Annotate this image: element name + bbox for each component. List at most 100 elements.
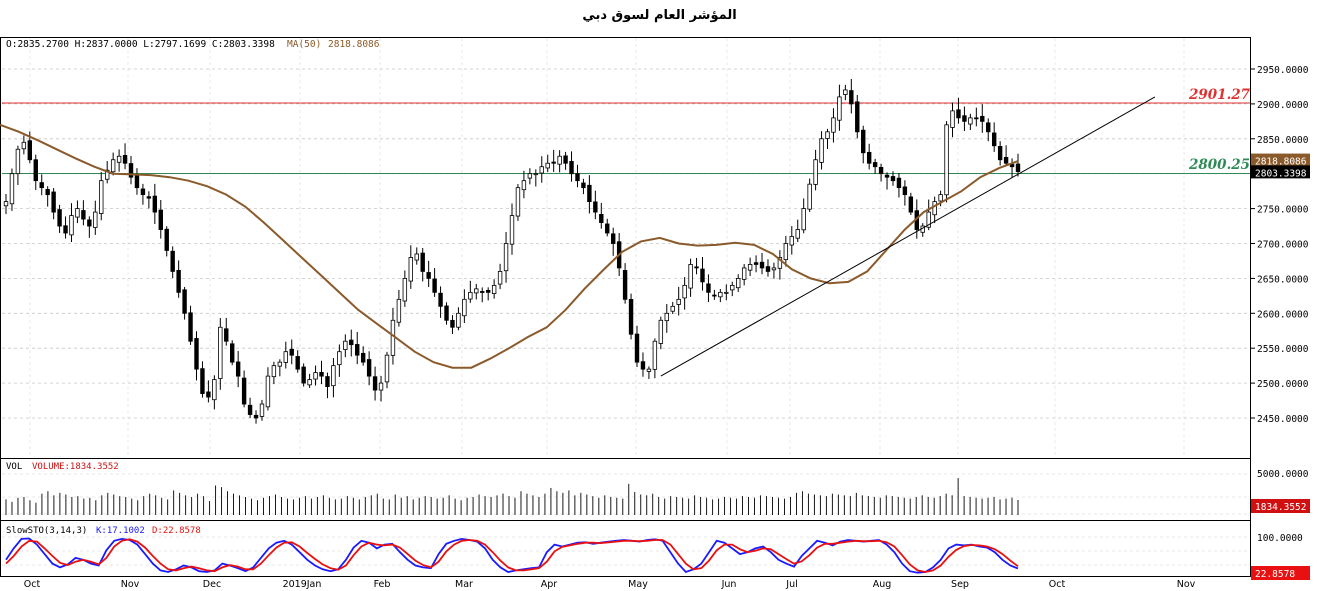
x-tick-label: Apr	[541, 579, 558, 590]
stoch-d-line	[5, 538, 1019, 573]
candle	[116, 149, 122, 172]
candle	[682, 277, 687, 310]
candle	[337, 344, 342, 377]
candle	[188, 305, 193, 345]
candle	[146, 191, 152, 209]
candle	[872, 158, 878, 174]
candle	[355, 331, 360, 365]
candle	[474, 283, 479, 300]
candle	[235, 351, 241, 388]
candle	[158, 199, 163, 239]
candle	[741, 264, 747, 286]
candle	[545, 154, 550, 173]
x-tick-label: Sep	[951, 579, 969, 590]
candle	[986, 118, 991, 142]
candle	[277, 359, 283, 377]
candle	[718, 289, 723, 303]
candle	[611, 227, 616, 256]
candle	[849, 78, 854, 114]
candle	[581, 178, 586, 195]
candle	[253, 410, 259, 424]
x-tick-label: 2019Jan	[283, 579, 322, 590]
candle	[57, 204, 62, 233]
candle	[736, 274, 741, 292]
ohlc-label: O:2835.2700 H:2837.0000 L:2797.1699 C:28…	[6, 39, 275, 50]
candle	[200, 361, 205, 398]
x-tick-label: Oct	[1049, 579, 1066, 590]
candle	[1015, 153, 1021, 177]
candle	[980, 104, 985, 133]
candle	[343, 334, 348, 358]
candle	[122, 143, 128, 170]
candle	[962, 106, 967, 132]
candle	[265, 367, 271, 411]
price-panel[interactable]	[0, 37, 1251, 459]
ma-value-label: 2818.8086	[328, 39, 380, 50]
candle	[99, 171, 104, 221]
stoch-d-label: D:22.8578	[152, 526, 201, 536]
candle	[420, 248, 425, 282]
candle	[587, 175, 592, 214]
x-tick-label: Nov	[121, 579, 140, 590]
candle	[319, 360, 324, 385]
candle	[527, 168, 533, 185]
chart-title: المؤشر العام لسوق دبي	[582, 8, 737, 23]
candle	[75, 200, 80, 224]
candle	[93, 200, 98, 235]
candle	[944, 121, 949, 203]
candle	[462, 289, 467, 324]
stoch-last-badge: 22.8578	[1255, 569, 1295, 580]
x-tick-label: Feb	[374, 579, 391, 590]
candle	[301, 363, 306, 387]
price-tick-label: 2750.0000	[1257, 205, 1309, 216]
horizontal-levels	[2, 102, 1250, 175]
candle	[384, 351, 390, 389]
price-tick-label: 2600.0000	[1257, 309, 1309, 320]
candle	[480, 287, 485, 303]
candle	[87, 216, 92, 238]
candle	[730, 281, 735, 297]
candle	[551, 149, 556, 172]
x-tick-label: Mar	[455, 579, 473, 590]
candle	[783, 235, 789, 267]
candle	[861, 125, 866, 164]
candle	[575, 164, 580, 188]
candle	[360, 346, 366, 366]
x-tick-label: Jul	[785, 579, 797, 590]
volume-panel[interactable]	[0, 458, 1251, 521]
candle	[212, 375, 217, 410]
candle	[878, 163, 884, 182]
x-axis-labels: Oct Nov Dec 2019Jan Feb Mar Apr May Jun Jul Aug Sep…	[24, 579, 1196, 590]
candle	[456, 307, 461, 331]
candle	[831, 108, 836, 143]
candle	[539, 156, 544, 183]
x-tick-label: Nov	[1177, 579, 1196, 590]
candle	[372, 366, 378, 401]
x-tick-label: Jun	[721, 579, 737, 590]
candle	[884, 172, 890, 190]
candle	[771, 262, 777, 279]
candle	[402, 270, 408, 307]
resistance-label: 2901.27	[1188, 87, 1251, 103]
candle	[795, 219, 800, 242]
candle	[218, 318, 223, 390]
candle	[194, 331, 199, 381]
candle	[759, 252, 765, 275]
candle	[182, 286, 187, 320]
candle	[45, 186, 50, 207]
candle	[866, 143, 872, 170]
candle	[241, 370, 247, 408]
candle	[51, 188, 56, 220]
candle	[563, 151, 568, 170]
candle	[789, 226, 794, 255]
price-grid	[2, 38, 1250, 566]
x-tick-label: May	[628, 579, 648, 590]
candle	[521, 170, 527, 199]
close-last-badge: 2803.3398	[1255, 168, 1307, 179]
candle	[855, 95, 860, 139]
candle	[932, 196, 937, 224]
candle	[670, 301, 675, 315]
candle	[628, 293, 634, 340]
